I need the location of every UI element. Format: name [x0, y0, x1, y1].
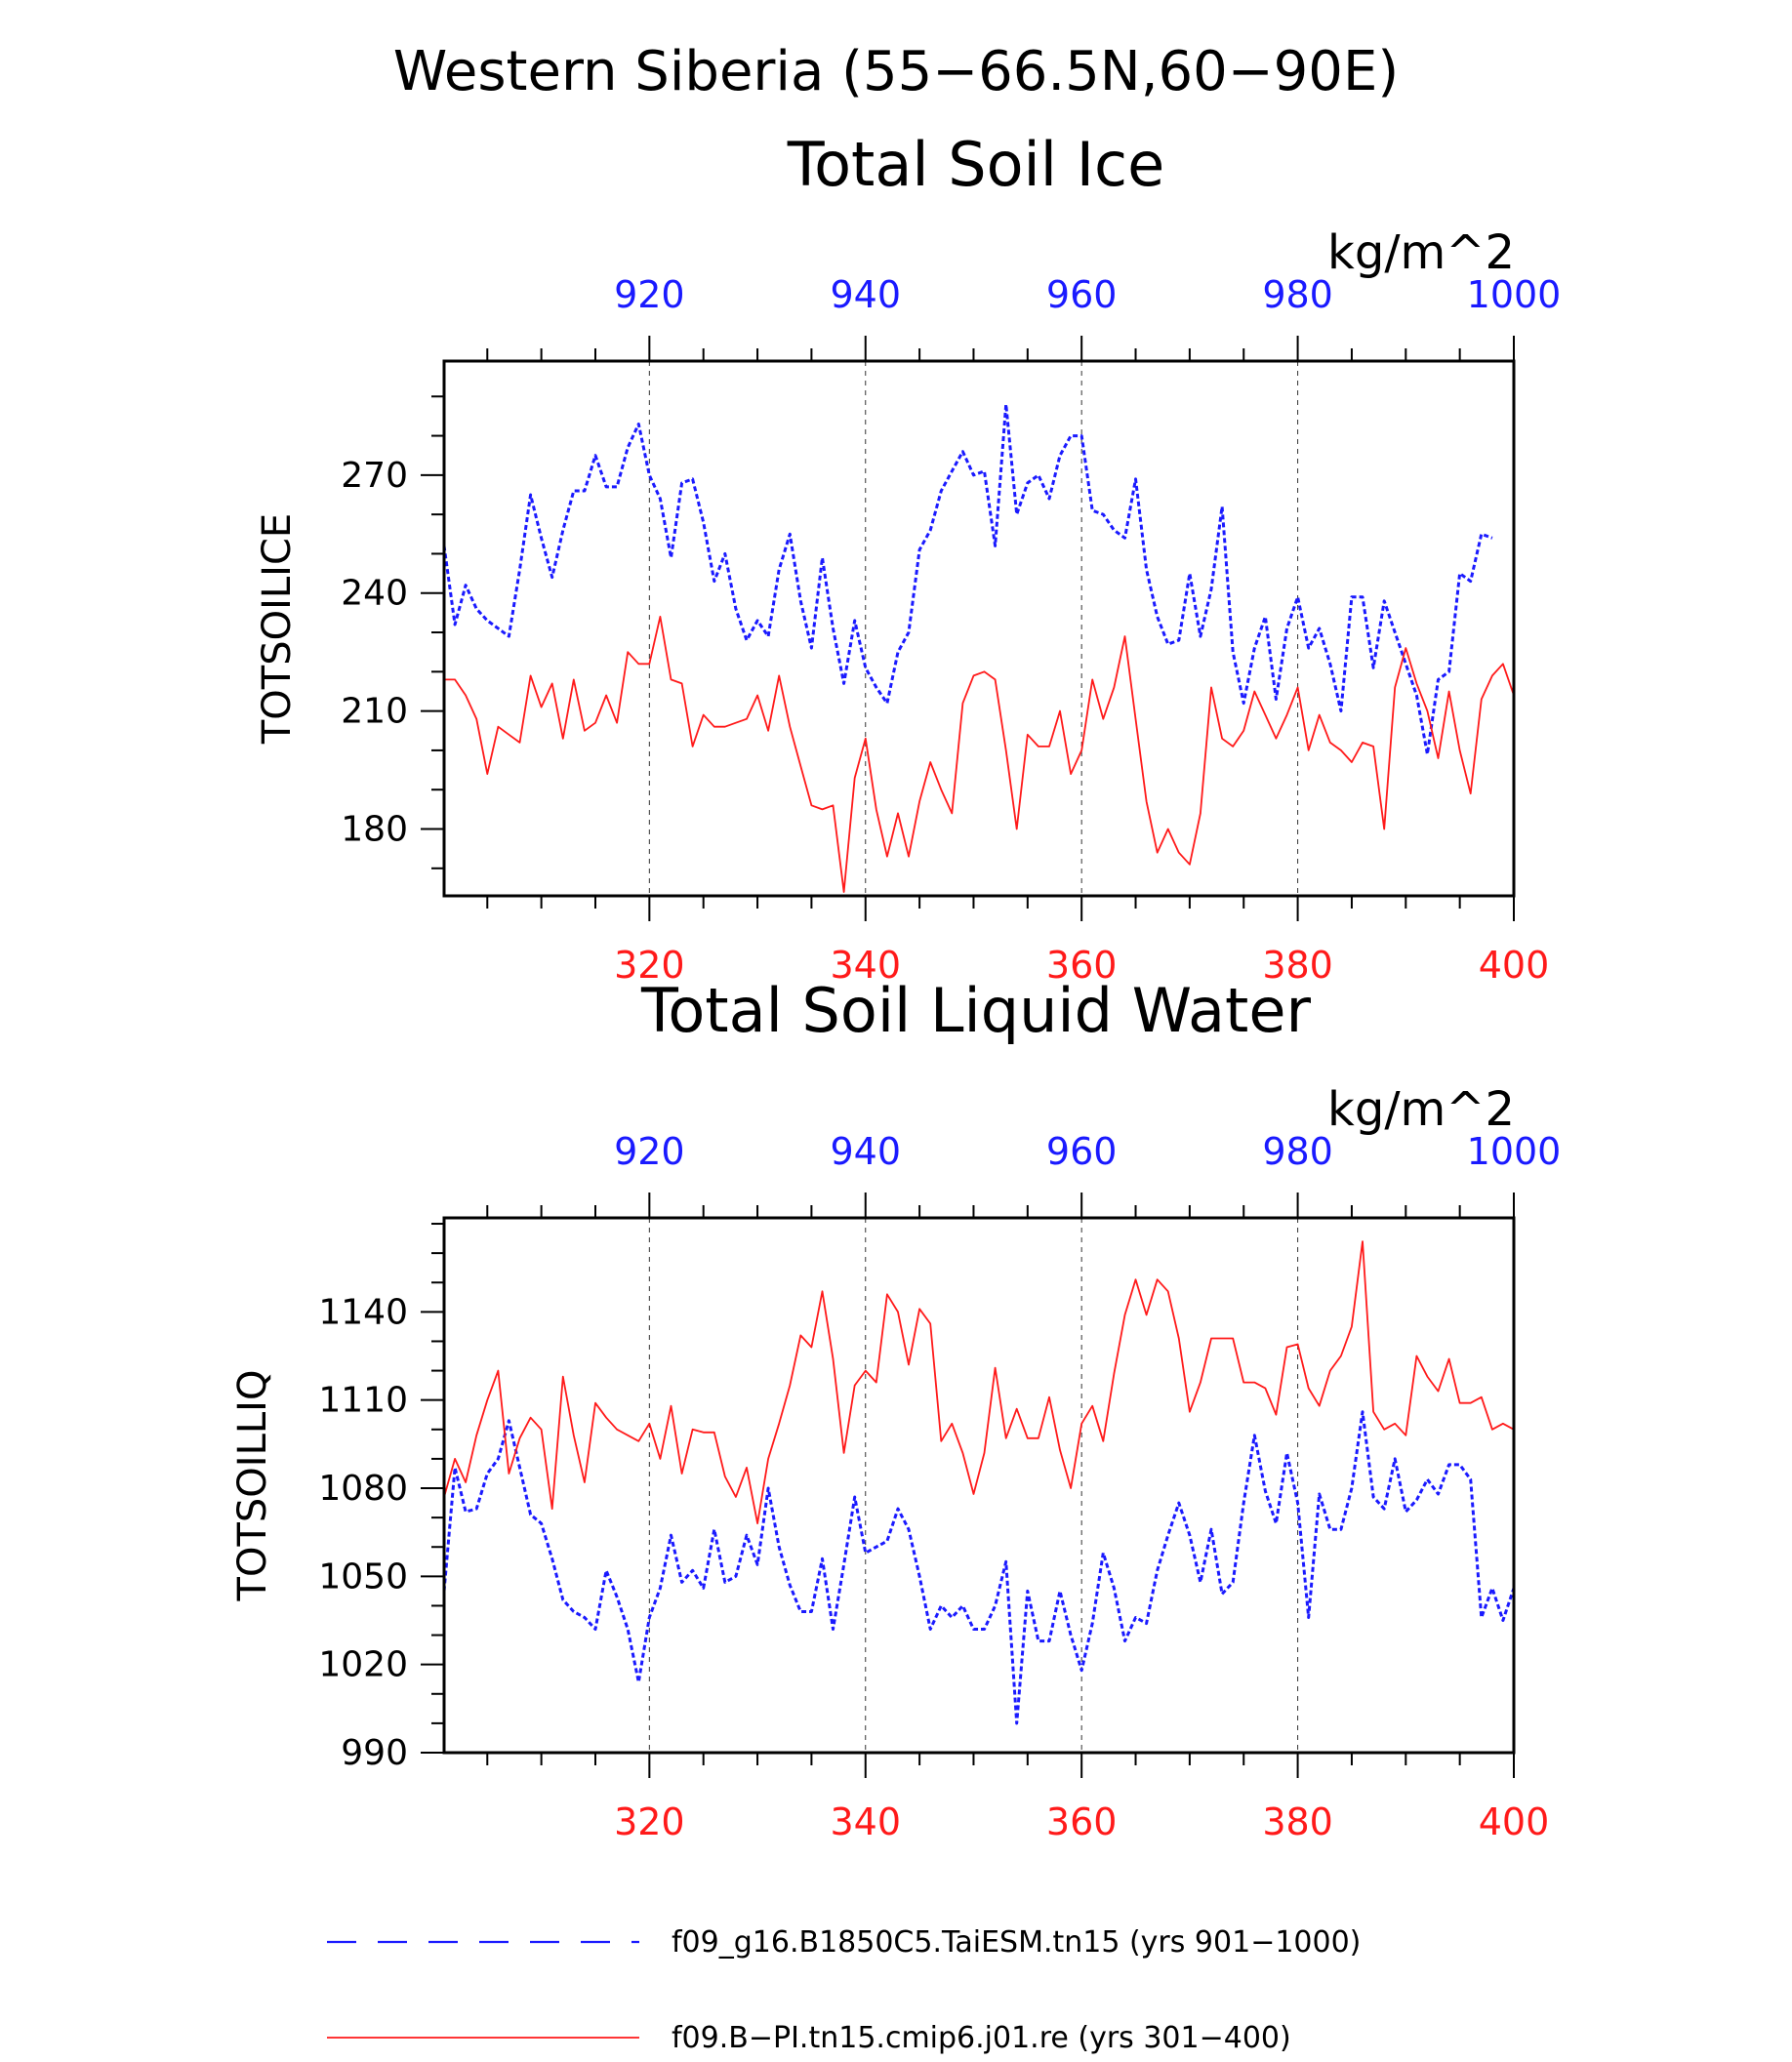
- panel-total-soil-ice: Total Soil Ice kg/m^2 TOTSOILICE 180 210 240 2…: [255, 129, 1561, 987]
- x-top-tick-label: 960: [1046, 273, 1118, 316]
- chart-title: Total Soil Ice: [787, 129, 1164, 200]
- x-top-tick-label: 920: [614, 273, 685, 316]
- x-top-tick-label: 940: [830, 1130, 901, 1173]
- y-tick-label: 180: [341, 810, 408, 850]
- x-bottom-tick-label: 320: [614, 1800, 685, 1843]
- y-tick-label: 1050: [318, 1557, 408, 1597]
- legend: f09_g16.B1850C5.TaiESM.tn15 (yrs 901−100…: [327, 1925, 1361, 2055]
- chart-title: Total Soil Liquid Water: [640, 975, 1311, 1046]
- x-bottom-tick-label: 340: [830, 1800, 901, 1843]
- legend-item-cmip6: f09.B−PI.tn15.cmip6.j01.re (yrs 301−400): [327, 2021, 1291, 2055]
- figure-title: Western Siberia (55−66.5N,60−90E): [393, 40, 1399, 103]
- x-bottom-tick-label: 360: [1046, 944, 1118, 987]
- x-bottom-tick-label: 380: [1262, 944, 1333, 987]
- y-tick-label: 1110: [318, 1381, 408, 1421]
- series-line-taiesm: [442, 402, 1493, 756]
- y-tick-label: 990: [341, 1733, 408, 1773]
- x-top-tick-label: 960: [1046, 1130, 1118, 1173]
- series-line-cmip6: [444, 616, 1515, 893]
- y-tick-label: 240: [341, 574, 408, 614]
- x-bottom-tick-label: 320: [614, 944, 685, 987]
- x-bottom-tick-label: 360: [1046, 1800, 1118, 1843]
- x-bottom-tick-label: 400: [1479, 1800, 1550, 1843]
- units-label: kg/m^2: [1327, 1082, 1515, 1137]
- plot-frame: [442, 1216, 1516, 1755]
- series-line-cmip6: [443, 1240, 1515, 1524]
- series-line-taiesm: [442, 1410, 1516, 1725]
- x-top-tick-label: 980: [1262, 1130, 1333, 1173]
- legend-label-cmip6: f09.B−PI.tn15.cmip6.j01.re (yrs 301−400): [672, 2021, 1291, 2055]
- x-top-tick-label: 920: [614, 1130, 685, 1173]
- plot-frame: [442, 359, 1516, 898]
- x-top-tick-label: 1000: [1467, 273, 1562, 316]
- legend-label-taiesm: f09_g16.B1850C5.TaiESM.tn15 (yrs 901−100…: [672, 1925, 1361, 1960]
- x-top-tick-label: 980: [1262, 273, 1333, 316]
- x-top-tick-label: 940: [830, 273, 901, 316]
- x-bottom-tick-label: 380: [1262, 1800, 1333, 1843]
- legend-item-taiesm: f09_g16.B1850C5.TaiESM.tn15 (yrs 901−100…: [327, 1925, 1361, 1960]
- y-tick-label: 1080: [318, 1469, 408, 1509]
- y-tick-label: 210: [341, 692, 408, 732]
- units-label: kg/m^2: [1327, 225, 1515, 280]
- x-top-tick-label: 1000: [1467, 1130, 1562, 1173]
- y-axis-label: TOTSOILLIQ: [230, 1370, 275, 1602]
- x-bottom-tick-label: 340: [830, 944, 901, 987]
- panel-total-soil-liquid-water: Total Soil Liquid Water kg/m^2 TOTSOILLIQ 9…: [230, 975, 1561, 1843]
- x-bottom-tick-label: 400: [1479, 944, 1550, 987]
- y-axis-label: TOTSOILICE: [255, 513, 300, 745]
- y-tick-label: 270: [341, 456, 408, 496]
- y-tick-label: 1140: [318, 1292, 408, 1332]
- y-tick-label: 1020: [318, 1645, 408, 1685]
